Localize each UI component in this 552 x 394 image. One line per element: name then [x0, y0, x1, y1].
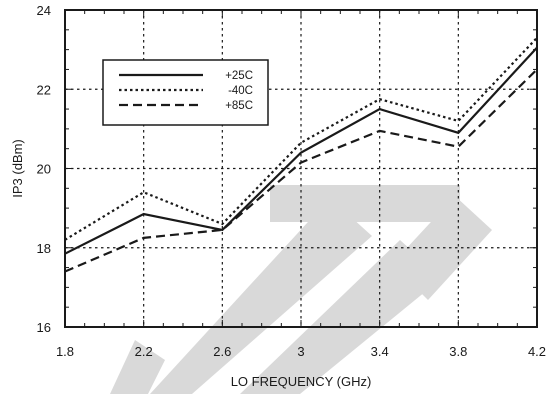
- legend-label-3: +85C: [225, 100, 253, 112]
- watermark-stripe-1: [150, 198, 372, 394]
- y-tick-label-18: 18: [37, 241, 51, 256]
- y-tick-label-24: 24: [37, 3, 51, 18]
- x-tick-label-3: 3: [297, 344, 304, 359]
- watermark-stripe-4: [240, 240, 442, 394]
- y-tick-label-22: 22: [37, 82, 51, 97]
- x-axis-label: LO FREQUENCY (GHz): [231, 374, 372, 389]
- tick-labels: 1.8 2.2 2.6 3 3.4 3.8 4.2 16 18 20 22 24: [37, 3, 547, 359]
- series-lines: [64, 36, 538, 273]
- legend-label-1: +25C: [225, 70, 253, 82]
- x-tick-label-2.2: 2.2: [135, 344, 153, 359]
- watermark-stripe-2: [270, 185, 460, 222]
- ticks: [64, 9, 538, 328]
- x-tick-label-2.6: 2.6: [213, 344, 231, 359]
- series-line-3: [64, 68, 538, 273]
- watermark: [110, 185, 492, 394]
- x-tick-label-1.8: 1.8: [56, 344, 74, 359]
- x-tick-label-3.4: 3.4: [371, 344, 389, 359]
- series-line-1: [64, 46, 538, 255]
- x-tick-label-3.8: 3.8: [449, 344, 467, 359]
- x-tick-label-4.2: 4.2: [528, 344, 546, 359]
- watermark-stripe-5: [110, 340, 165, 394]
- y-tick-label-20: 20: [37, 162, 51, 177]
- legend: +25C -40C +85C: [102, 59, 269, 126]
- y-tick-label-16: 16: [37, 320, 51, 335]
- y-axis-label: IP3 (dBm): [10, 139, 25, 198]
- legend-label-2: -40C: [228, 85, 253, 97]
- legend-box: [102, 59, 269, 126]
